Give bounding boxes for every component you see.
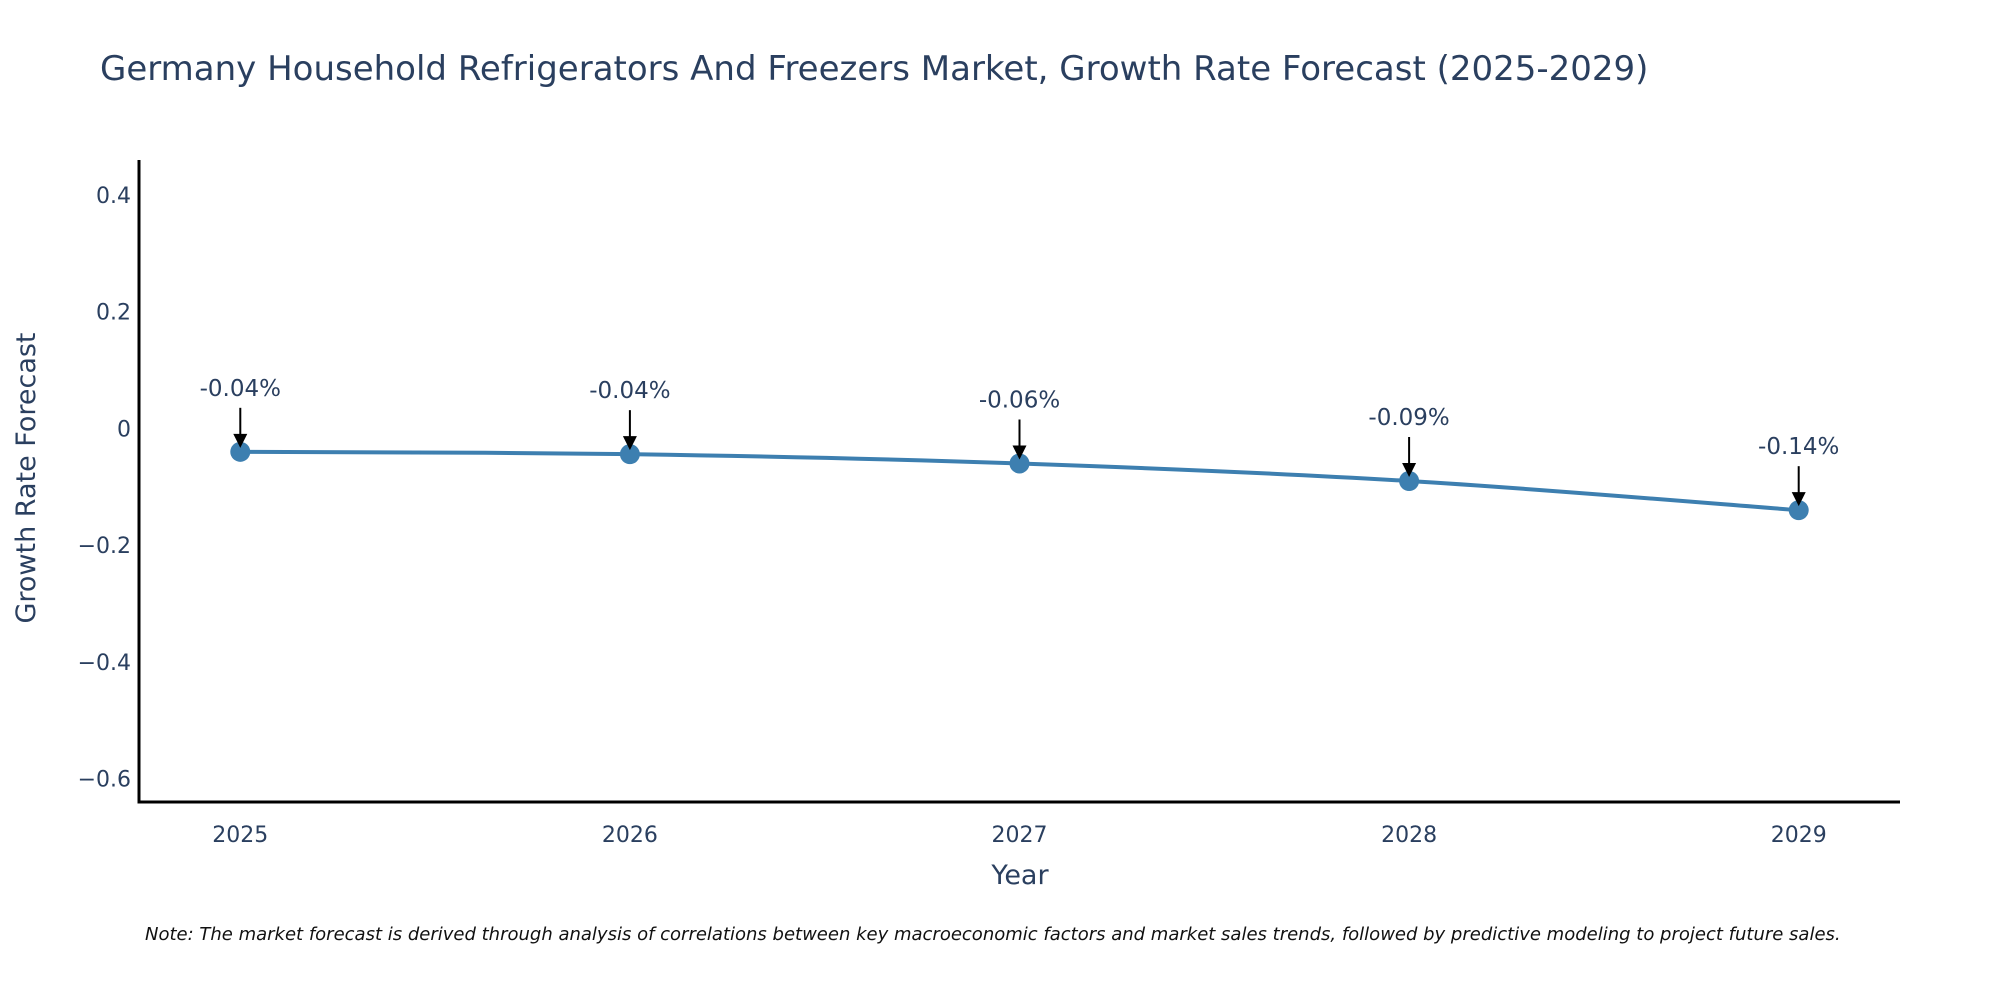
annotation-arrow-head <box>1012 445 1027 460</box>
x-tick-label: 2027 <box>992 823 1048 848</box>
annotation-arrow-head <box>1402 463 1417 477</box>
y-tick-label: 0.4 <box>96 184 131 209</box>
axes <box>137 160 1900 804</box>
y-tick-label: 0.2 <box>96 301 131 326</box>
annotation-arrow-head <box>1791 492 1806 507</box>
annotation-arrow-head <box>233 433 248 448</box>
data-point[interactable] <box>1788 500 1809 521</box>
data-point[interactable] <box>230 441 251 462</box>
x-tick-label: 2029 <box>1771 823 1827 848</box>
y-tick-label: 0 <box>117 417 131 442</box>
y-axis-ticks: 0.4 0.2 0 −0.2 −0.4 −0.6 <box>78 184 131 793</box>
chart-title: Germany Household Refrigerators And Free… <box>100 49 1648 89</box>
annotation-arrow-head <box>622 436 637 451</box>
series-layer <box>230 441 1809 521</box>
y-tick-label: −0.6 <box>78 768 131 793</box>
data-point[interactable] <box>1009 453 1030 474</box>
y-axis-title: Growth Rate Forecast <box>11 332 42 623</box>
data-label-annotations: -0.04% -0.04% -0.06% -0.09% -0.14% <box>200 376 1839 507</box>
y-tick-label: −0.4 <box>78 651 131 676</box>
data-label: -0.09% <box>1368 405 1449 431</box>
data-label: -0.06% <box>979 387 1060 413</box>
footnote: Note: The market forecast is derived thr… <box>145 924 1841 945</box>
x-axis-title: Year <box>990 860 1049 891</box>
x-tick-label: 2028 <box>1381 823 1437 848</box>
data-point[interactable] <box>619 444 640 465</box>
x-tick-label: 2025 <box>212 823 268 848</box>
x-axis-ticks: 2025 2026 2027 2028 2029 <box>212 823 1826 848</box>
x-tick-label: 2026 <box>602 823 658 848</box>
data-label: -0.14% <box>1758 434 1839 460</box>
data-label: -0.04% <box>589 378 670 404</box>
data-point[interactable] <box>1399 471 1420 491</box>
y-tick-label: −0.2 <box>78 534 131 559</box>
data-label: -0.04% <box>200 376 281 402</box>
